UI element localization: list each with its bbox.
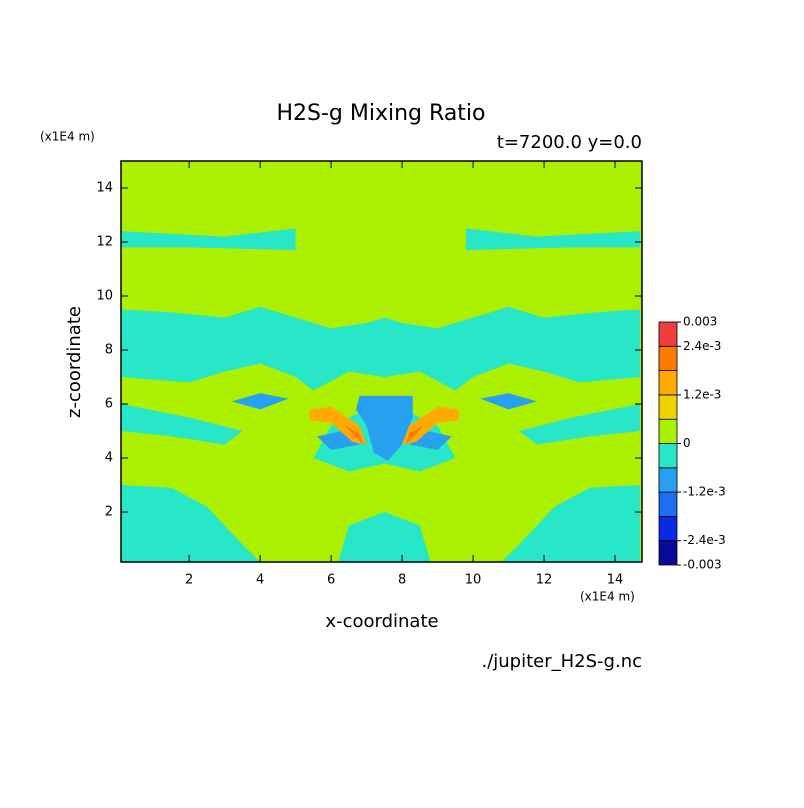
contour-zone	[309, 406, 367, 445]
source-label: ./jupiter_H2S-g.nc	[481, 651, 642, 672]
colorbar-label: -0.003	[683, 558, 722, 572]
colorbar-band	[658, 540, 678, 566]
colorbar-band	[658, 394, 678, 420]
contour-zone	[519, 404, 640, 445]
y-tick-label: 6	[105, 397, 113, 412]
x-tick-label: 2	[185, 573, 193, 588]
contour-zone	[338, 512, 431, 562]
contour-zone	[355, 395, 413, 461]
colorbar-label: -2.4e-3	[683, 533, 726, 547]
contour-zone	[465, 228, 640, 251]
colorbar-band	[658, 321, 678, 347]
colorbar-band	[658, 418, 678, 444]
colorbar-label: 2.4e-3	[683, 339, 721, 353]
y-tick-label: 4	[105, 451, 113, 466]
colorbar-band	[658, 491, 678, 517]
colorbar-band	[658, 370, 678, 396]
y-tick-label: 10	[96, 289, 113, 304]
x-axis-label: x-coordinate	[325, 611, 438, 632]
colorbar-band	[658, 345, 678, 371]
colorbar-band	[658, 443, 678, 469]
x-tick-label: 12	[536, 573, 553, 588]
x-tick-label: 6	[327, 573, 335, 588]
subtitle: t=7200.0 y=0.0	[497, 132, 642, 153]
contour-zone	[121, 228, 296, 251]
contour-zone	[121, 485, 261, 562]
x-tick-label: 14	[607, 573, 624, 588]
colorbar-label: 1.2e-3	[683, 387, 721, 401]
contour-zone	[121, 306, 640, 391]
contour-zone	[409, 431, 452, 450]
y-tick-label: 2	[105, 505, 113, 520]
x-tick-label: 10	[465, 573, 482, 588]
y-axis-label: z-coordinate	[64, 306, 85, 418]
contour-zone	[121, 404, 243, 445]
colorbar-label: 0	[683, 436, 691, 450]
contour-zone	[316, 431, 360, 450]
contour-zone	[345, 425, 364, 445]
contour-zone	[231, 393, 289, 410]
x-tick-label: 8	[398, 573, 406, 588]
y-tick-label: 14	[96, 181, 113, 196]
chart-title: H2S-g Mixing Ratio	[276, 101, 485, 126]
contour-zone	[405, 425, 424, 445]
contour-zone	[501, 485, 640, 562]
y-tick-label: 12	[96, 235, 113, 250]
colorbar-band	[658, 516, 678, 542]
colorbar-label: 0.003	[683, 315, 717, 329]
x-unit: (x1E4 m)	[580, 590, 635, 604]
y-tick-label: 8	[105, 343, 113, 358]
contour-zone	[480, 393, 537, 410]
contour-zone	[402, 406, 459, 445]
y-unit: (x1E4 m)	[40, 130, 95, 144]
x-tick-label: 4	[256, 573, 264, 588]
plot-frame	[120, 160, 643, 563]
colorbar-band	[658, 467, 678, 493]
colorbar-label: -1.2e-3	[683, 485, 726, 499]
